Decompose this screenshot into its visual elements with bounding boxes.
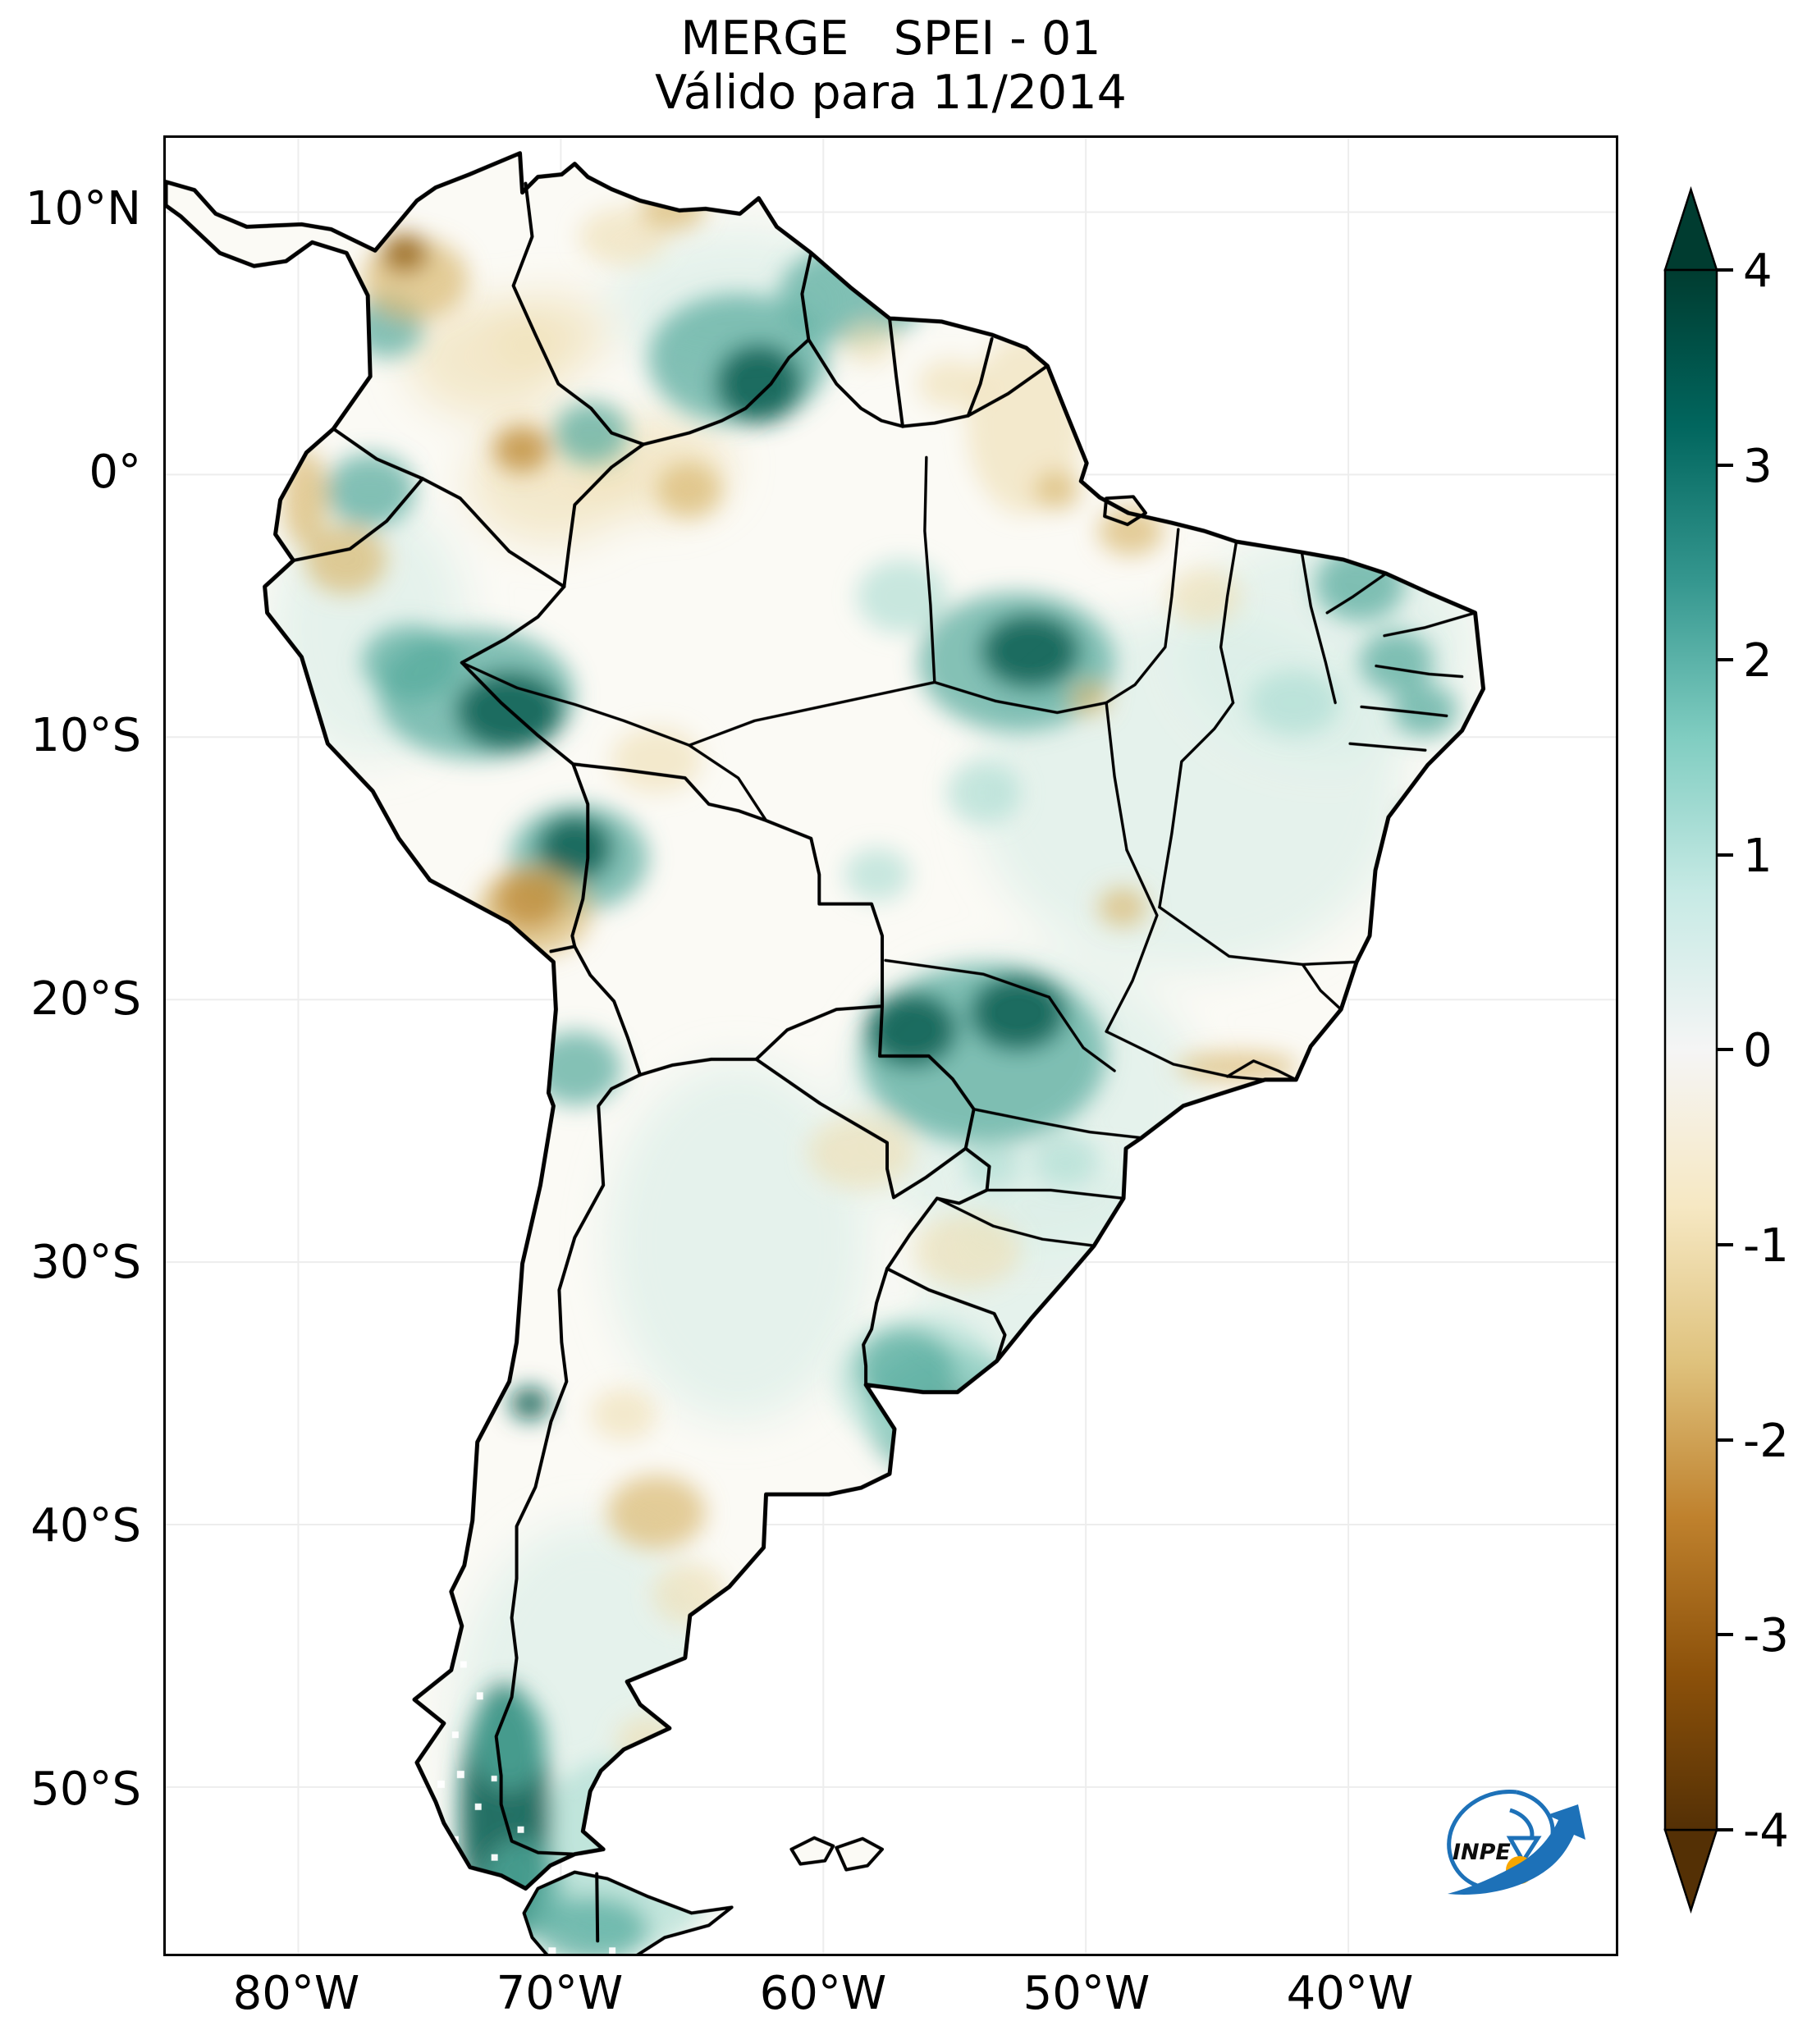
x-tick-50w: 50°W (1023, 1967, 1151, 2020)
colorbar-gradient (1663, 268, 1718, 1831)
x-tick-70w: 70°W (496, 1967, 624, 2020)
title-line-1: MERGE SPEI - 01 (680, 11, 1101, 66)
x-tick-80w: 80°W (232, 1967, 360, 2020)
cbar-tick-4: 4 (1743, 245, 1773, 298)
figure-title: MERGE SPEI - 01 Válido para 11/2014 (163, 11, 1618, 120)
y-tick-10n: 10°N (25, 182, 141, 235)
cbar-tick-m2: -2 (1743, 1415, 1789, 1468)
cbar-tick-m3: -3 (1743, 1609, 1789, 1662)
cbar-tick-0: 0 (1743, 1024, 1773, 1077)
cbar-tick-m4: -4 (1743, 1804, 1789, 1858)
cbar-tick-2: 2 (1743, 634, 1773, 688)
y-tick-0: 0° (89, 446, 141, 499)
south-america-spei-map (166, 138, 1616, 1954)
colorbar-extend-max (1663, 185, 1718, 272)
inpe-arrow (1448, 1804, 1585, 1895)
map-plot-area (163, 135, 1618, 1956)
y-tick-40s: 40°S (30, 1499, 141, 1552)
inpe-logo: INPE (1447, 1789, 1585, 1895)
colorbar-extend-min (1663, 1828, 1718, 1914)
x-tick-40w: 40°W (1286, 1967, 1414, 2020)
title-line-2: Válido para 11/2014 (655, 66, 1127, 120)
y-tick-20s: 20°S (30, 972, 141, 1026)
state-borders (460, 455, 1477, 1247)
y-tick-10s: 10°S (30, 709, 141, 762)
cbar-tick-3: 3 (1743, 440, 1773, 493)
y-tick-30s: 30°S (30, 1236, 141, 1289)
inpe-logo-text: INPE (1453, 1840, 1511, 1865)
country-borders (291, 181, 1050, 1943)
cbar-tick-m1: -1 (1743, 1219, 1789, 1273)
landmass (166, 153, 1484, 1954)
inpe-swirl-icon (1447, 1789, 1585, 1895)
y-tick-50s: 50°S (30, 1763, 141, 1816)
colorbar-tick-marks (1717, 268, 1733, 1831)
cbar-tick-1: 1 (1743, 830, 1773, 883)
spei-colorbar: 4 3 2 1 0 -1 -2 -3 -4 (1663, 185, 1789, 1914)
x-tick-60w: 60°W (759, 1967, 887, 2020)
